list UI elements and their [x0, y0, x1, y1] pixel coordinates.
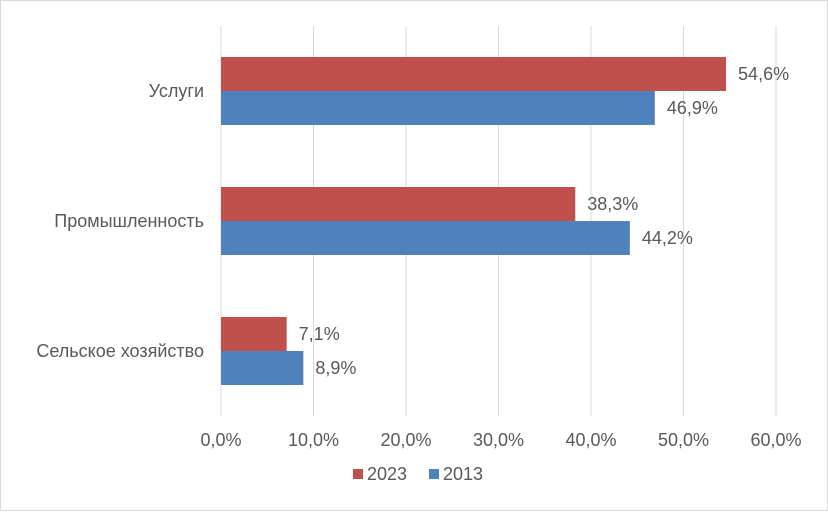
x-tick-label: 30,0% — [473, 430, 524, 450]
data-label: 8,9% — [315, 358, 356, 378]
x-tick-label: 40,0% — [565, 430, 616, 450]
bar-2023 — [221, 317, 287, 351]
legend-label: 2013 — [443, 464, 483, 484]
bar-2013 — [221, 221, 630, 255]
x-tick-label: 60,0% — [750, 430, 801, 450]
bar-2023 — [221, 57, 727, 91]
x-tick-labels: 0,0% 10,0% 20,0% 30,0% 40,0% 50,0% 60,0% — [200, 430, 801, 450]
category-label: Промышленность — [54, 211, 204, 231]
data-label: 38,3% — [587, 194, 638, 214]
bars — [221, 57, 727, 385]
data-label: 54,6% — [738, 64, 789, 84]
x-tick-label: 0,0% — [200, 430, 241, 450]
data-label: 46,9% — [667, 98, 718, 118]
legend-swatch-2013 — [429, 469, 439, 479]
category-labels: Услуги Промышленность Сельское хозяйство — [36, 81, 204, 361]
bar-2013 — [221, 91, 655, 125]
x-tick-label: 50,0% — [658, 430, 709, 450]
legend-label: 2023 — [367, 464, 407, 484]
bar-2013 — [221, 351, 304, 385]
data-label: 44,2% — [642, 228, 693, 248]
legend: 2023 2013 — [353, 464, 483, 484]
x-tick-label: 10,0% — [288, 430, 339, 450]
legend-swatch-2023 — [353, 469, 363, 479]
bar-2023 — [221, 187, 576, 221]
category-label: Сельское хозяйство — [36, 341, 204, 361]
x-tick-label: 20,0% — [380, 430, 431, 450]
data-label: 7,1% — [299, 324, 340, 344]
category-label: Услуги — [149, 81, 204, 101]
data-labels: 54,6% 46,9% 38,3%44,2% 7,1% 8,9% — [299, 64, 789, 378]
